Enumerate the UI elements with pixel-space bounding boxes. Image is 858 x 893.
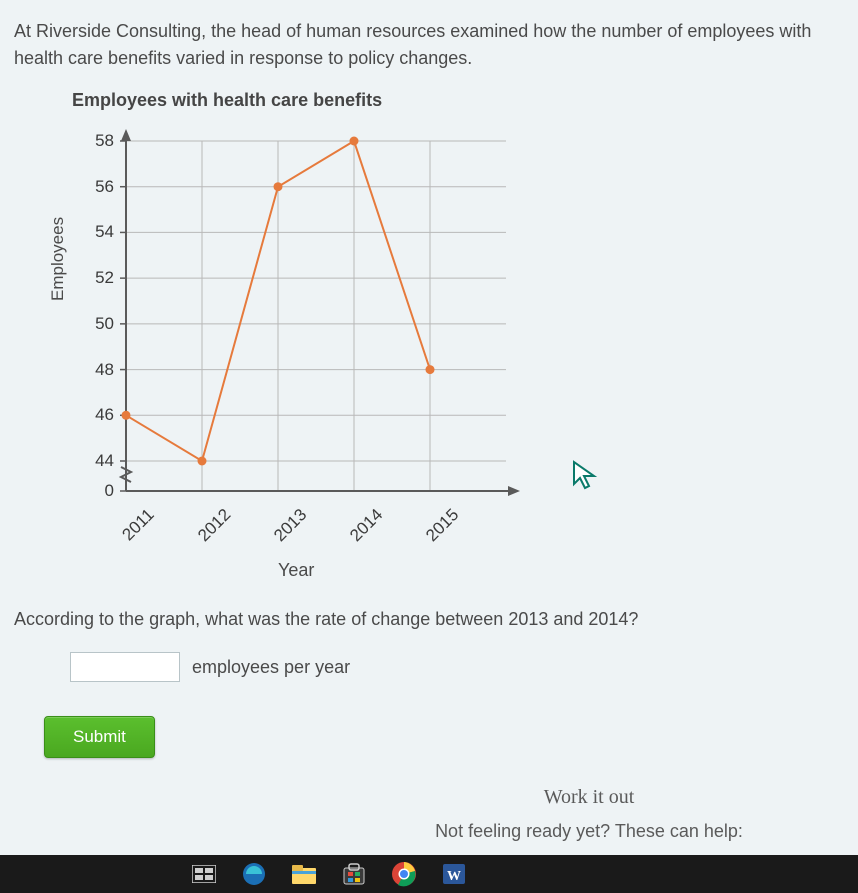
word-icon[interactable]: W	[440, 860, 468, 888]
chart-title: Employees with health care benefits	[72, 90, 844, 111]
question-text: According to the graph, what was the rat…	[14, 609, 844, 630]
y-tick-label: 52	[95, 268, 114, 288]
problem-statement: At Riverside Consulting, the head of hum…	[14, 18, 844, 72]
y-tick-label: 58	[95, 131, 114, 151]
taskbar[interactable]: W	[0, 855, 858, 893]
hints-section: Work it out Not feeling ready yet? These…	[14, 786, 844, 842]
y-tick-label: 48	[95, 360, 114, 380]
x-axis-label: Year	[278, 560, 314, 581]
y-tick-label: 44	[95, 451, 114, 471]
y-tick-label: 0	[105, 481, 114, 501]
answer-row: employees per year	[70, 652, 844, 682]
problem-container: At Riverside Consulting, the head of hum…	[0, 0, 858, 855]
edge-icon[interactable]	[240, 860, 268, 888]
submit-button[interactable]: Submit	[44, 716, 155, 758]
svg-text:W: W	[447, 869, 461, 884]
explorer-icon[interactable]	[290, 860, 318, 888]
y-tick-label: 50	[95, 314, 114, 334]
y-axis-label: Employees	[48, 217, 68, 301]
not-ready-text: Not feeling ready yet? These can help:	[334, 821, 844, 842]
store-icon[interactable]	[340, 860, 368, 888]
line-chart: Employees Year 4446485052545658020112012…	[18, 121, 558, 591]
chrome-icon[interactable]	[390, 860, 418, 888]
y-tick-label: 46	[95, 405, 114, 425]
answer-input[interactable]	[70, 652, 180, 682]
work-it-out-link[interactable]: Work it out	[334, 786, 844, 809]
answer-unit: employees per year	[192, 657, 350, 678]
y-tick-label: 54	[95, 222, 114, 242]
task-view-icon[interactable]	[190, 860, 218, 888]
y-tick-label: 56	[95, 177, 114, 197]
